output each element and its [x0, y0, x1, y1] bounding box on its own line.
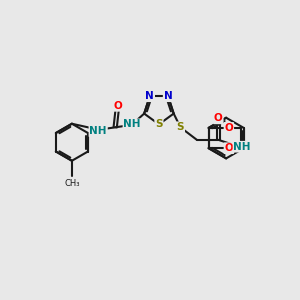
Text: CH₃: CH₃ [64, 179, 80, 188]
Text: O: O [224, 123, 233, 133]
Text: O: O [214, 113, 223, 123]
Text: NH: NH [89, 126, 107, 136]
Text: O: O [113, 101, 122, 111]
Text: S: S [155, 119, 163, 129]
Text: O: O [224, 143, 233, 153]
Text: NH: NH [124, 119, 141, 129]
Text: N: N [146, 91, 154, 101]
Text: N: N [164, 91, 172, 101]
Text: S: S [177, 122, 184, 132]
Text: NH: NH [233, 142, 251, 152]
